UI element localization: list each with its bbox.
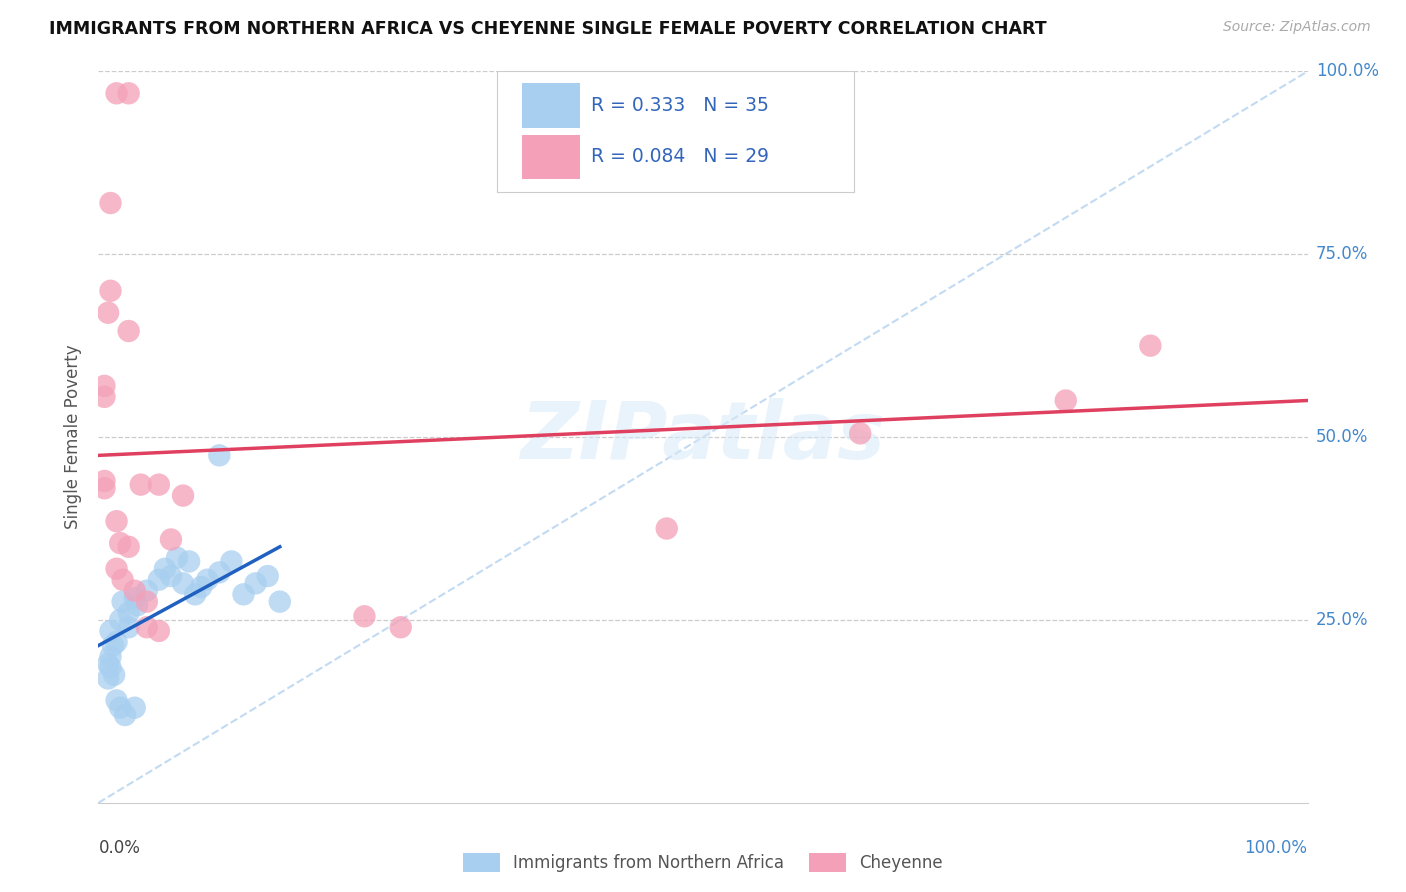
Point — [1054, 393, 1077, 408]
Text: 100.0%: 100.0% — [1244, 839, 1308, 857]
Point — [93, 390, 115, 404]
Text: 75.0%: 75.0% — [1316, 245, 1368, 263]
Text: 100.0%: 100.0% — [1316, 62, 1379, 80]
Point — [100, 660, 122, 674]
Point — [148, 477, 170, 491]
Point — [108, 700, 131, 714]
Point — [655, 521, 678, 535]
Point — [389, 620, 412, 634]
Point — [111, 594, 134, 608]
Point — [129, 477, 152, 491]
Text: R = 0.084   N = 29: R = 0.084 N = 29 — [591, 147, 769, 167]
Legend: Immigrants from Northern Africa, Cheyenne: Immigrants from Northern Africa, Cheyenn… — [457, 846, 949, 879]
Point — [208, 566, 231, 580]
FancyBboxPatch shape — [522, 84, 579, 128]
Point — [97, 672, 120, 686]
Point — [111, 573, 134, 587]
Point — [190, 580, 212, 594]
Point — [160, 533, 183, 547]
Point — [105, 87, 128, 101]
Point — [160, 569, 183, 583]
Point — [93, 481, 115, 495]
Point — [93, 474, 115, 488]
Point — [269, 594, 291, 608]
Point — [108, 613, 131, 627]
Point — [124, 700, 146, 714]
Point — [179, 554, 201, 568]
Point — [124, 583, 146, 598]
Text: Source: ZipAtlas.com: Source: ZipAtlas.com — [1223, 20, 1371, 34]
Point — [166, 550, 188, 565]
Point — [114, 708, 136, 723]
Point — [118, 620, 141, 634]
Text: IMMIGRANTS FROM NORTHERN AFRICA VS CHEYENNE SINGLE FEMALE POVERTY CORRELATION CH: IMMIGRANTS FROM NORTHERN AFRICA VS CHEYE… — [49, 20, 1047, 37]
Point — [118, 606, 141, 620]
Point — [118, 540, 141, 554]
Point — [103, 667, 125, 681]
Point — [105, 635, 128, 649]
Point — [97, 657, 120, 671]
Point — [232, 587, 254, 601]
Point — [135, 594, 157, 608]
Point — [135, 620, 157, 634]
Point — [118, 324, 141, 338]
Point — [100, 196, 122, 211]
Text: 50.0%: 50.0% — [1316, 428, 1368, 446]
Point — [195, 573, 218, 587]
Point — [105, 562, 128, 576]
Point — [118, 87, 141, 101]
Point — [208, 449, 231, 463]
Point — [1139, 339, 1161, 353]
Point — [101, 639, 124, 653]
Point — [108, 536, 131, 550]
Text: 0.0%: 0.0% — [98, 839, 141, 857]
FancyBboxPatch shape — [522, 135, 579, 179]
Point — [172, 489, 194, 503]
Point — [172, 576, 194, 591]
Point — [153, 562, 176, 576]
Point — [105, 514, 128, 528]
Point — [100, 624, 122, 638]
Point — [245, 576, 267, 591]
Point — [100, 284, 122, 298]
Point — [849, 426, 872, 441]
Text: ZIPatlas: ZIPatlas — [520, 398, 886, 476]
Point — [148, 573, 170, 587]
Point — [124, 591, 146, 605]
Point — [221, 554, 243, 568]
Point — [105, 693, 128, 707]
Point — [256, 569, 278, 583]
Point — [353, 609, 375, 624]
Point — [184, 587, 207, 601]
Point — [93, 379, 115, 393]
Point — [97, 306, 120, 320]
Y-axis label: Single Female Poverty: Single Female Poverty — [63, 345, 82, 529]
Point — [148, 624, 170, 638]
Text: 25.0%: 25.0% — [1316, 611, 1368, 629]
Point — [135, 583, 157, 598]
FancyBboxPatch shape — [498, 71, 855, 192]
Point — [127, 599, 149, 613]
Point — [100, 649, 122, 664]
Text: R = 0.333   N = 35: R = 0.333 N = 35 — [591, 96, 769, 115]
